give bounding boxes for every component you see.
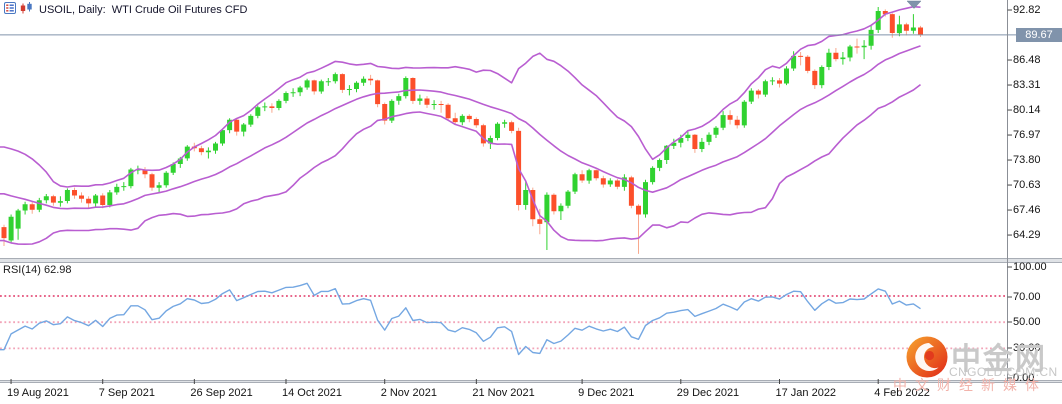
rsi-line [0,282,921,356]
price-tick-label: 76.97 [1013,128,1041,141]
price-tick-label: 83.31 [1013,78,1041,91]
date-tick-label: 14 Oct 2021 [282,387,342,399]
candle-wicks-up [10,7,914,250]
rsi-scale-label: 70.00 [1013,290,1041,303]
price-tick-label: 70.63 [1013,178,1041,191]
price-tick-label: 86.48 [1013,53,1041,66]
bollinger-upper [0,5,921,188]
price-tick-label: 64.29 [1013,228,1041,241]
candle-bodies-down [1,11,923,239]
price-tick-label: 92.82 [1013,3,1041,16]
date-tick-label: 29 Dec 2021 [676,387,740,399]
chart-title: USOIL, Daily: WTI Crude Oil Futures CFD [4,1,248,19]
candle-wicks-down [3,9,921,254]
date-tick-label: 17 Jan 2022 [775,387,837,399]
rsi-scale-label: 100.00 [1013,260,1047,273]
price-tick-label: 73.80 [1013,153,1041,166]
bollinger-lower [0,83,921,245]
rsi-scale-label: 0.00 [1013,371,1035,384]
rsi-scale-label: 50.00 [1013,315,1041,328]
rsi-indicator-label: RSI(14) 62.98 [3,264,72,276]
chart-title-text: USOIL, Daily: WTI Crude Oil Futures CFD [39,4,248,16]
date-tick-label: 19 Aug 2021 [7,387,69,399]
date-tick-label: 21 Nov 2021 [472,387,535,399]
date-tick-label: 26 Sep 2021 [190,387,253,399]
date-tick-label: 4 Feb 2022 [874,387,930,399]
date-tick-label: 9 Dec 2021 [578,387,635,399]
candlestick-icon [20,1,33,19]
chart-shift-arrow-icon [906,0,922,9]
table-icon [4,1,16,19]
current-price-label: 89.67 [1016,28,1062,42]
date-tick-label: 2 Nov 2021 [380,387,437,399]
panel-separator [0,258,1062,263]
rsi-scale-label: 30.00 [1013,341,1041,354]
date-tick-label: 7 Sep 2021 [98,387,155,399]
panel-separator [0,380,1062,383]
price-tick-label: 67.46 [1013,203,1041,216]
price-tick-label: 80.14 [1013,103,1041,116]
bollinger-middle [0,45,921,210]
